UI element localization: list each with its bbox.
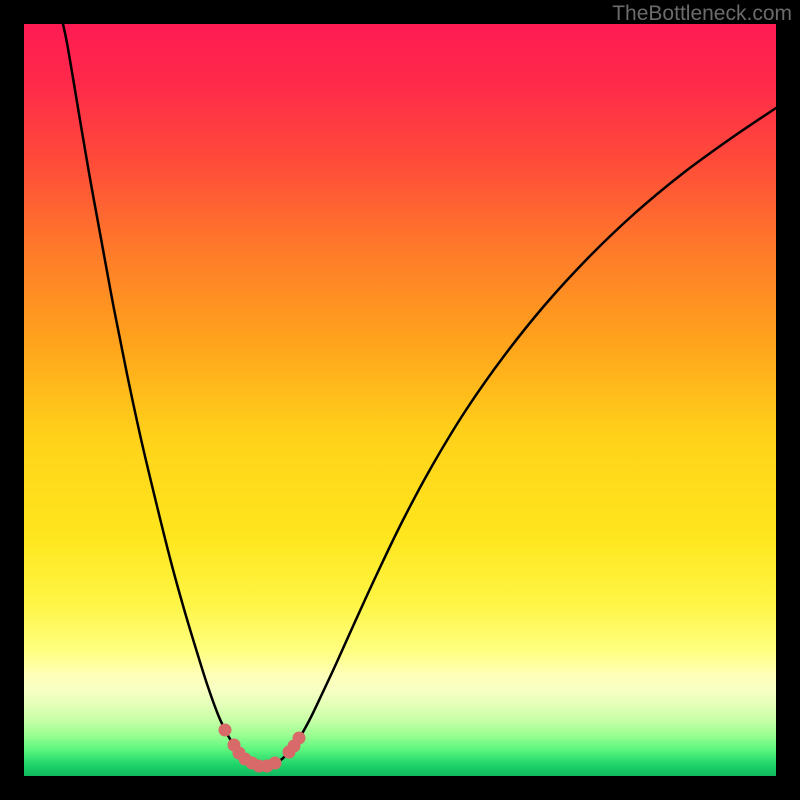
curve-marker [269,757,282,770]
plot-frame [24,24,776,776]
curve-layer [24,24,776,776]
curve-marker [219,724,232,737]
bottleneck-curve [63,24,776,766]
curve-marker [293,732,306,745]
watermark-text: TheBottleneck.com [612,2,792,26]
plot-area [24,24,776,776]
marker-group [219,724,306,773]
